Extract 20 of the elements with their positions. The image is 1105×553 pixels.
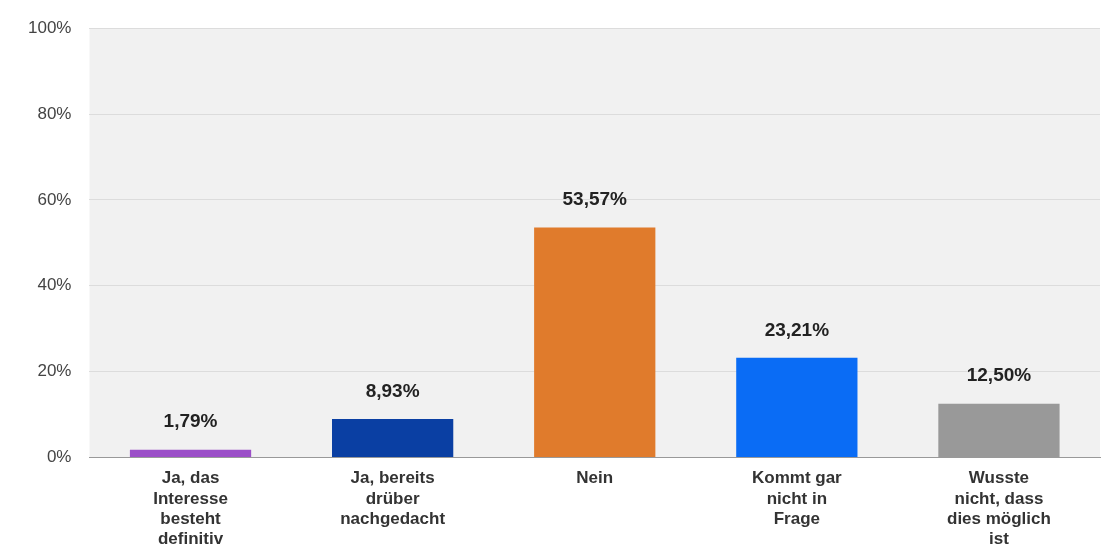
x-tick-label: Ja, das Interesse besteht definitiv bbox=[153, 468, 228, 549]
y-tick-label: 80% bbox=[37, 103, 72, 123]
bar bbox=[332, 419, 454, 457]
x-tick-label: Kommt gar nicht in Frage bbox=[751, 468, 843, 529]
data-label: 1,79% bbox=[163, 410, 218, 432]
bar bbox=[736, 357, 858, 457]
y-tick-label: 40% bbox=[37, 275, 72, 295]
x-tick-label: Ja, bereits drüber nachgedacht bbox=[340, 468, 446, 529]
x-tick-label: Wusste nicht, dass dies möglich ist bbox=[946, 468, 1051, 549]
x-tick-label: Nein bbox=[576, 468, 614, 488]
y-tick-label: 60% bbox=[37, 189, 72, 209]
y-tick-label: 0% bbox=[46, 447, 72, 467]
y-tick-label: 100% bbox=[28, 17, 72, 37]
data-label: 12,50% bbox=[966, 364, 1032, 386]
bar bbox=[129, 449, 252, 457]
data-label: 53,57% bbox=[562, 188, 628, 210]
data-label: 23,21% bbox=[764, 318, 830, 340]
bar bbox=[534, 227, 656, 457]
y-tick-label: 20% bbox=[37, 361, 72, 381]
data-label: 8,93% bbox=[365, 379, 420, 401]
